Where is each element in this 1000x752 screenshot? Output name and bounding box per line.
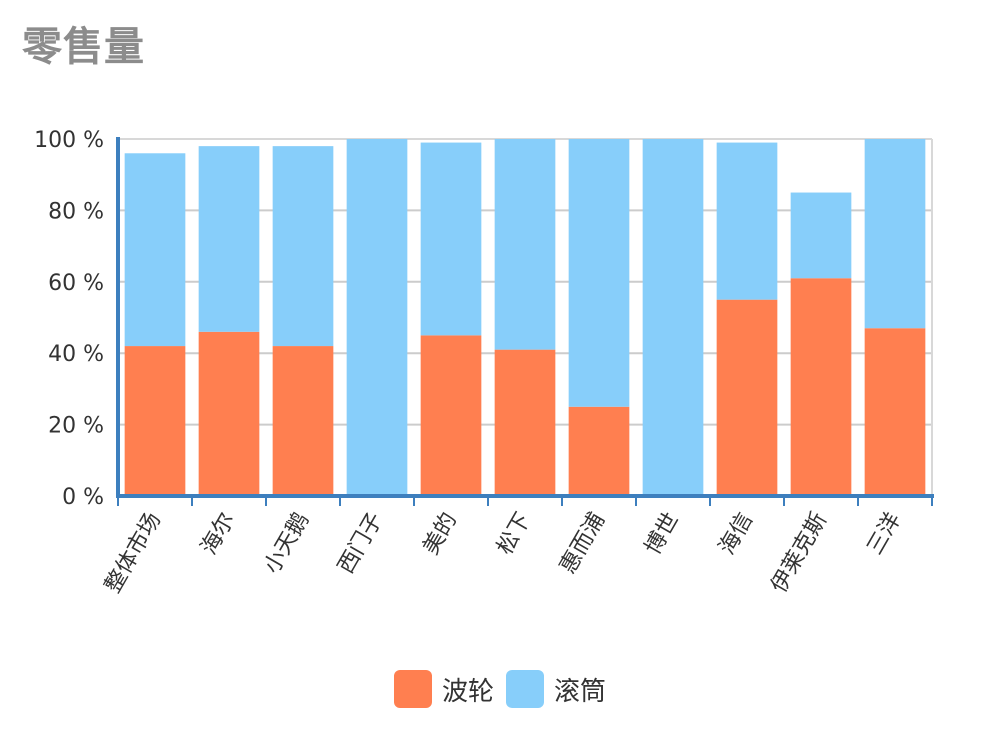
legend-label-series-2: 滚筒: [554, 676, 607, 707]
bar-series-1: [494, 349, 556, 496]
x-tick-label: 松下: [493, 509, 537, 560]
x-tick-label: 海信: [715, 509, 759, 560]
bar-series-2: [642, 139, 704, 496]
legend-swatch-series-2: [506, 670, 544, 708]
x-tick-label: 小天鹅: [260, 509, 315, 579]
legend-item-series-2[interactable]: 滚筒: [506, 670, 606, 708]
y-tick-label: 0 %: [62, 485, 104, 510]
legend-swatch-series-1: [393, 670, 432, 708]
y-tick-label: 60 %: [48, 271, 104, 296]
bar-series-1: [198, 331, 260, 496]
bar-series-2: [420, 142, 482, 336]
bar-series-2: [864, 139, 926, 329]
bar-series-1: [420, 335, 482, 496]
x-tick-label: 美的: [419, 509, 463, 560]
bar-series-2: [346, 139, 408, 496]
x-tick-label: 博世: [641, 509, 685, 560]
legend-label-series-1: 波轮: [441, 676, 494, 707]
x-tick-label: 整体市场: [101, 509, 167, 598]
y-tick-label: 40 %: [48, 342, 104, 367]
bar-series-1: [790, 278, 852, 496]
x-tick-label: 惠而浦: [556, 509, 611, 579]
bar-series-2: [790, 192, 852, 279]
bar-series-2: [568, 139, 630, 407]
x-tick-label: 西门子: [334, 509, 389, 579]
y-tick-label: 100 %: [34, 128, 104, 153]
y-tick-label: 20 %: [48, 414, 104, 439]
legend: 波轮 滚筒: [0, 670, 1000, 708]
bar-series-1: [568, 406, 630, 496]
chart-title: 零售量: [22, 24, 145, 70]
x-tick-label: 海尔: [197, 509, 241, 560]
bar-series-2: [716, 142, 778, 300]
bar-series-2: [272, 146, 334, 347]
x-tick-label: 三洋: [863, 509, 907, 560]
bar-series-1: [864, 328, 926, 496]
bar-series-1: [124, 346, 186, 496]
y-tick-label: 80 %: [48, 199, 104, 224]
bar-series-1: [716, 299, 778, 496]
legend-item-series-1[interactable]: 波轮: [393, 670, 494, 708]
bar-series-2: [124, 153, 186, 347]
bar-series-2: [198, 146, 260, 332]
bar-series-1: [272, 346, 334, 496]
x-tick-label: 伊莱克斯: [767, 509, 833, 598]
bar-series-2: [494, 139, 556, 350]
